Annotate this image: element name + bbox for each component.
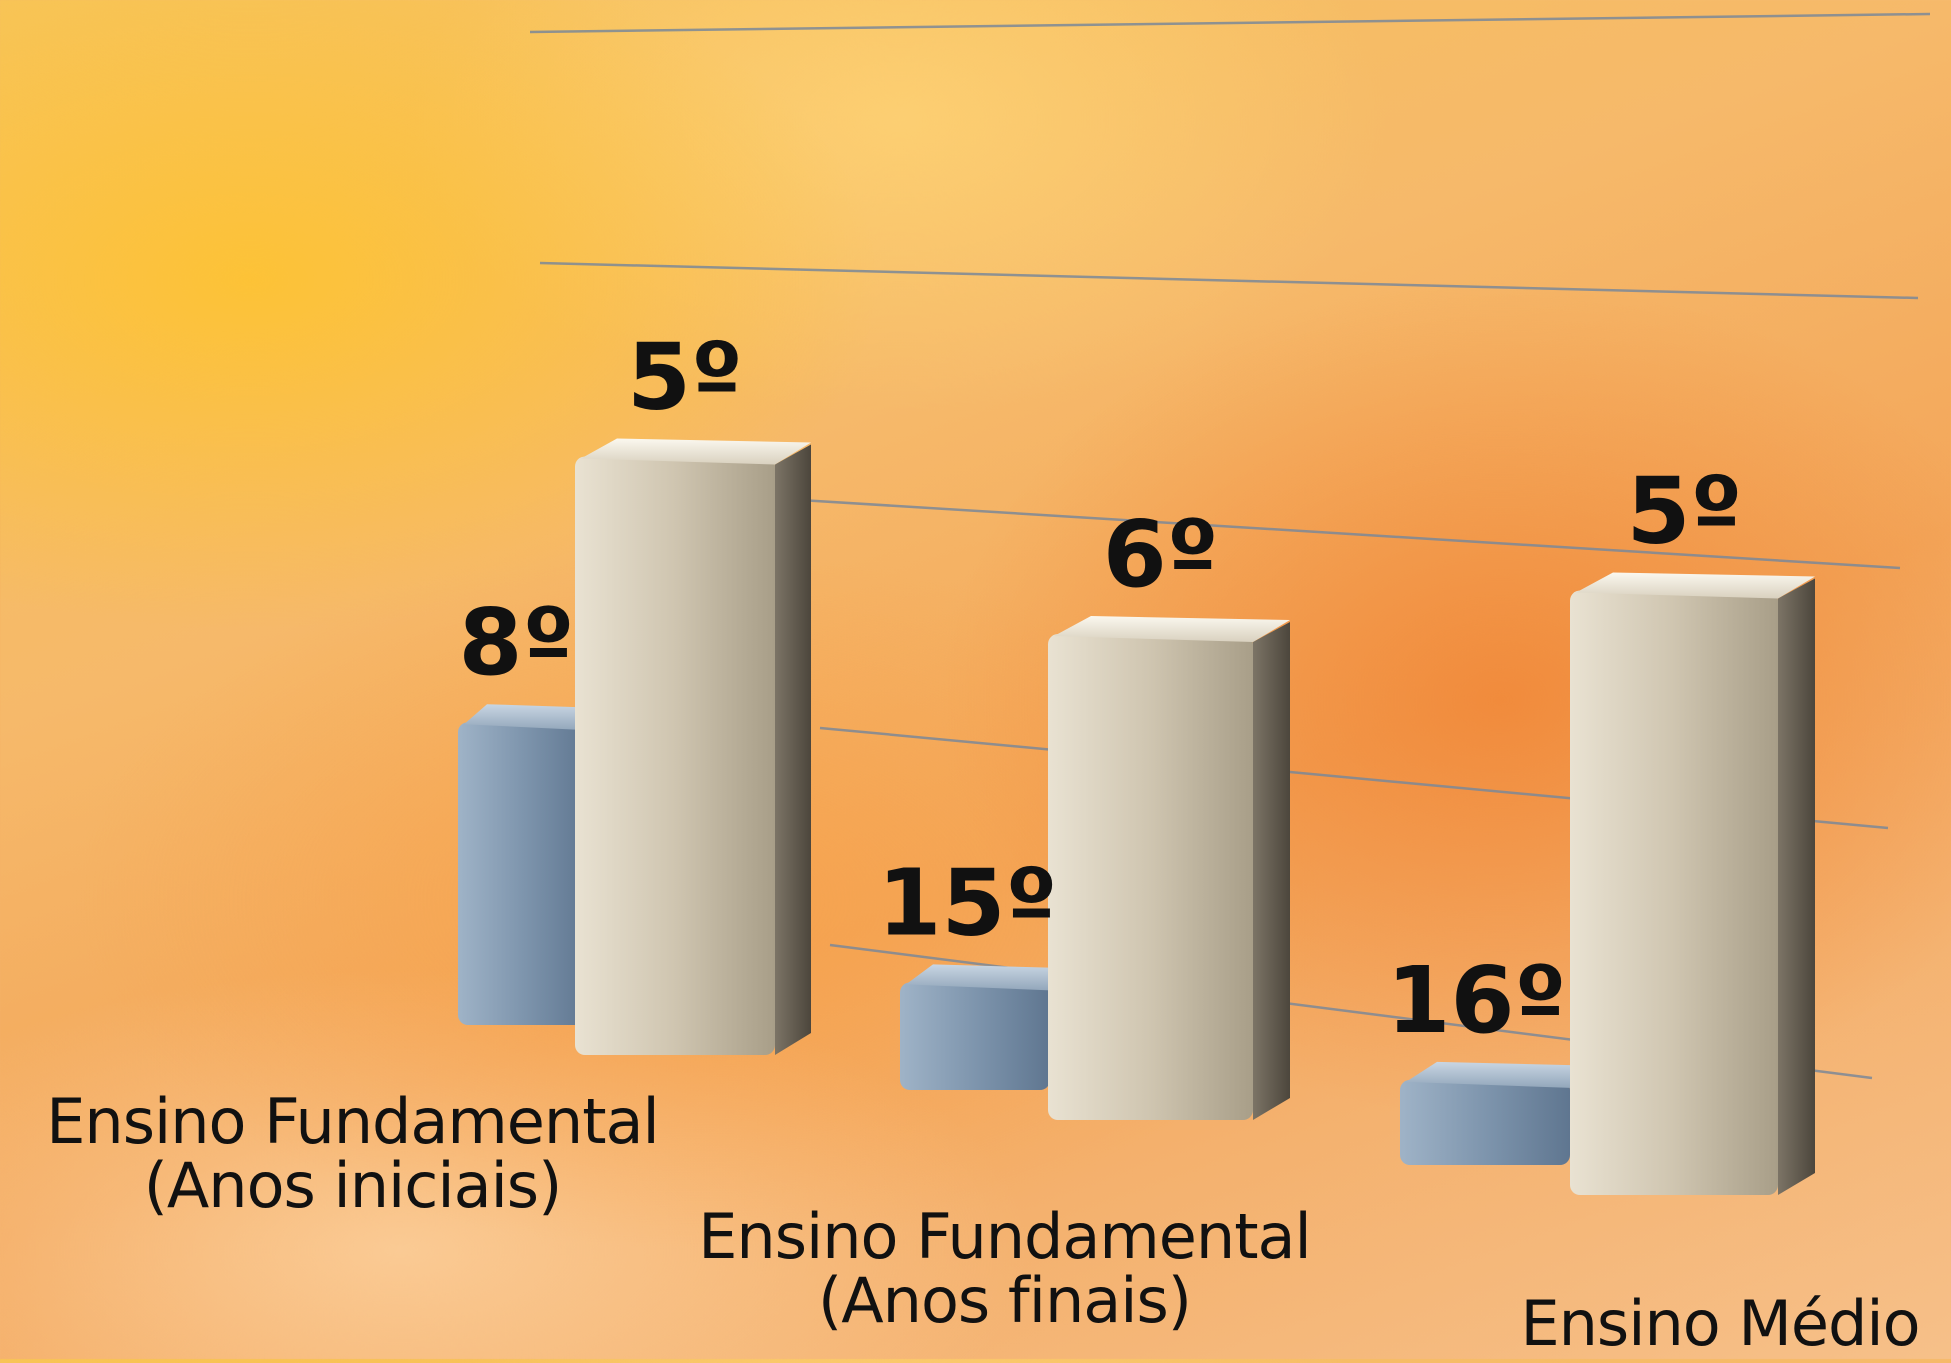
- category-label-line1: Ensino Fundamental: [46, 1085, 660, 1158]
- value-label-series2-1: 6º: [1103, 501, 1219, 608]
- category-label-anos-iniciais: Ensino Fundamental (Anos iniciais): [20, 1090, 685, 1218]
- gridline: [529, 12, 1931, 34]
- category-label-line2: (Anos finais): [818, 1264, 1192, 1337]
- bar-series2-1: [1048, 616, 1290, 1120]
- value-labels: 8º 5º 15º 6º 16º 5º: [459, 324, 1743, 1054]
- bar-series2-0: [575, 438, 811, 1055]
- gridline: [539, 261, 1919, 300]
- category-label-line1: Ensino Fundamental: [698, 1200, 1312, 1273]
- value-label-series1-1: 15º: [878, 849, 1058, 956]
- value-label-series2-2: 5º: [1626, 458, 1742, 565]
- bar-series2-2: [1570, 572, 1815, 1195]
- category-label-anos-finais: Ensino Fundamental (Anos finais): [672, 1205, 1337, 1333]
- value-label-series2-0: 5º: [627, 324, 743, 431]
- category-label-line1: Ensino Médio: [1520, 1287, 1920, 1360]
- bars: [458, 438, 1815, 1195]
- value-label-series1-0: 8º: [459, 589, 575, 696]
- value-label-series1-2: 16º: [1387, 947, 1567, 1054]
- category-label-line2: (Anos iniciais): [143, 1149, 563, 1222]
- category-label-ensino-medio: Ensino Médio: [1490, 1292, 1950, 1356]
- gridline: [799, 498, 1901, 570]
